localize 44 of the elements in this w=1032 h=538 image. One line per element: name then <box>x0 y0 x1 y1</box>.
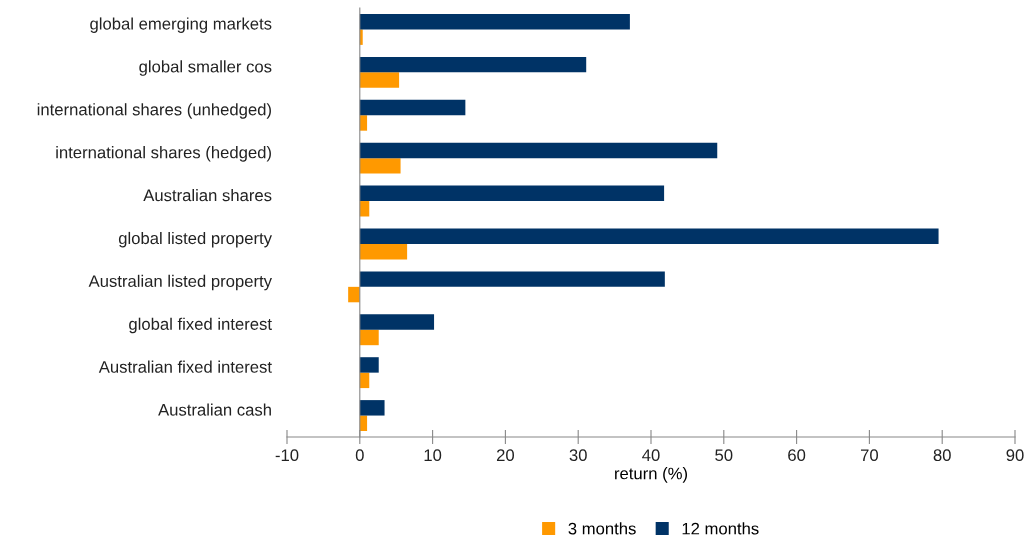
bar <box>359 99 466 116</box>
x-tick-label: 90 <box>1006 449 1024 462</box>
x-axis-title: return (%) <box>615 467 688 483</box>
y-tick-label: Australian cash <box>158 403 271 416</box>
bar <box>359 185 665 202</box>
bar <box>348 286 360 303</box>
x-tick-label: 0 <box>355 449 364 462</box>
bar <box>359 158 401 174</box>
bar <box>359 14 630 30</box>
y-tick-label: Australian shares <box>143 188 272 202</box>
y-tick-label: international shares (hedged) <box>56 146 271 162</box>
bar <box>359 329 379 346</box>
y-tick-label: global fixed interest <box>129 317 272 334</box>
x-tick-label: 50 <box>715 449 733 462</box>
x-tick-label: 60 <box>788 449 806 462</box>
bar <box>359 115 368 131</box>
x-tick-label: 10 <box>424 449 442 462</box>
y-tick-label: international shares (unhedged) <box>37 103 271 119</box>
legend-label: 12 months <box>682 522 759 535</box>
x-tick-label: -10 <box>275 449 299 462</box>
y-tick-label: global smaller cos <box>139 60 272 76</box>
bar <box>359 357 379 373</box>
bar <box>359 56 587 73</box>
x-tick-label: 70 <box>860 449 879 462</box>
bar <box>359 201 370 217</box>
bar <box>359 415 368 431</box>
bar <box>359 29 363 45</box>
bar <box>359 372 370 389</box>
y-tick-label: Australian fixed interest <box>98 360 272 373</box>
y-tick-label: Australian listed property <box>88 274 272 291</box>
bar <box>359 314 435 330</box>
x-tick-label: 20 <box>496 449 515 462</box>
bar <box>359 228 939 244</box>
bar <box>359 271 665 287</box>
x-tick-label: 80 <box>933 449 951 462</box>
bar <box>359 72 400 88</box>
bar <box>359 243 408 260</box>
x-tick-label: 30 <box>569 449 587 462</box>
y-tick-label: global listed property <box>118 231 272 248</box>
x-tick-label: 40 <box>642 449 660 462</box>
bar <box>359 142 718 159</box>
legend-label: 3 months <box>568 522 636 535</box>
bar <box>359 400 385 416</box>
y-tick-label: global emerging markets <box>90 17 272 33</box>
